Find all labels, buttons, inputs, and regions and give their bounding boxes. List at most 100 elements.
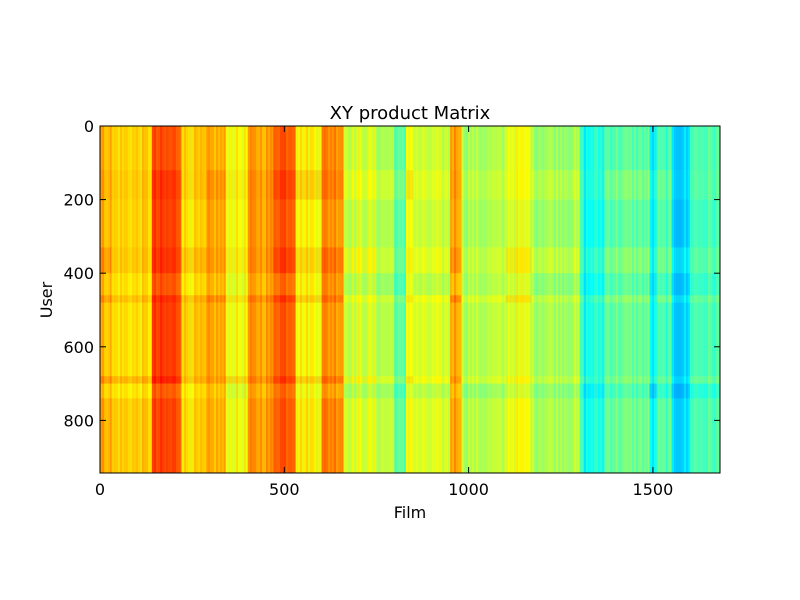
heatmap-cell (273, 247, 296, 274)
heatmap-streak (178, 126, 180, 473)
heatmap-cell (590, 295, 606, 303)
heatmap-cell (590, 383, 606, 399)
heatmap-cell (649, 273, 657, 296)
y-tick-label: 800 (63, 411, 94, 430)
heatmap-streak (534, 126, 536, 473)
heatmap-streak (218, 126, 220, 473)
heatmap-streak (712, 126, 714, 473)
heatmap-streak (684, 126, 686, 473)
heatmap-cell (111, 376, 152, 384)
heatmap-cell (273, 383, 296, 399)
heatmap-cell (376, 247, 396, 274)
heatmap-cell (100, 376, 112, 384)
heatmap-cell (321, 302, 344, 377)
y-tick-label: 400 (63, 264, 94, 283)
heatmap-cell (247, 398, 274, 474)
heatmap-streak (114, 126, 116, 473)
heatmap-streak (598, 126, 600, 473)
heatmap-cells (100, 126, 721, 474)
heatmap-cell (579, 302, 584, 377)
heatmap-cell (273, 273, 296, 296)
heatmap-streak (308, 126, 310, 473)
heatmap-cell (505, 170, 532, 200)
heatmap-streak (450, 126, 452, 473)
heatmap-cell (604, 199, 650, 248)
heatmap-streak (370, 126, 372, 473)
heatmap-streak (194, 126, 196, 473)
heatmap-cell (604, 247, 650, 274)
heatmap-cell (247, 383, 274, 399)
heatmap-cell (649, 170, 657, 200)
heatmap-streak (438, 126, 440, 473)
heatmap-streak (642, 126, 644, 473)
heatmap-cell (531, 376, 580, 384)
heatmap-cell (181, 383, 208, 399)
heatmap-cell (689, 170, 721, 200)
heatmap-streak (658, 126, 660, 473)
heatmap-streak (436, 126, 438, 473)
heatmap-cell (413, 273, 451, 296)
heatmap-streak (530, 126, 532, 473)
heatmap-streak (418, 126, 420, 473)
heatmap-streak (392, 126, 394, 473)
heatmap-cell (450, 398, 462, 474)
heatmap-cell (343, 295, 377, 303)
heatmap-cell (151, 398, 182, 474)
heatmap-streak (474, 126, 476, 473)
heatmap-streak (578, 126, 580, 473)
heatmap-streak (602, 126, 604, 473)
heatmap-streak (180, 126, 182, 473)
heatmap-cell (413, 199, 451, 248)
heatmap-streak (650, 126, 652, 473)
heatmap-cell (582, 383, 591, 399)
heatmap-streak (588, 126, 590, 473)
heatmap-streak (248, 126, 250, 473)
heatmap-cell (343, 273, 377, 296)
heatmap-cell (100, 295, 112, 303)
heatmap-cell (450, 247, 462, 274)
y-tick-label: 0 (84, 117, 94, 136)
heatmap-streak (318, 126, 320, 473)
heatmap-cell (450, 376, 462, 384)
heatmap-streak (290, 126, 292, 473)
heatmap-streak (366, 126, 368, 473)
heatmap-streak (170, 126, 172, 473)
heatmap-streak (212, 126, 214, 473)
heatmap-cell (579, 199, 584, 248)
heatmap-streak (564, 126, 566, 473)
heatmap-cell (111, 302, 152, 377)
heatmap-streak (614, 126, 616, 473)
heatmap-cell (689, 199, 721, 248)
heatmap-streak (448, 126, 450, 473)
heatmap-streak (524, 126, 526, 473)
heatmap-streak (222, 126, 224, 473)
heatmap-cell (582, 273, 591, 296)
heatmap-cell (405, 302, 414, 377)
heatmap-cell (649, 295, 657, 303)
heatmap-cell (247, 126, 274, 171)
heatmap-streak (204, 126, 206, 473)
heatmap-streak (282, 126, 284, 473)
heatmap-cell (343, 383, 377, 399)
heatmap-streak (508, 126, 510, 473)
heatmap-cell (413, 170, 451, 200)
heatmap-cell (376, 383, 396, 399)
heatmap-streak (266, 126, 268, 473)
heatmap-cell (394, 376, 407, 384)
heatmap-cell (649, 199, 657, 248)
heatmap-streak (644, 126, 646, 473)
heatmap-streak (338, 126, 340, 473)
heatmap-cell (531, 126, 580, 171)
heatmap-cell (295, 398, 322, 474)
heatmap-streak (556, 126, 558, 473)
heatmap-streak (686, 126, 688, 473)
heatmap-streak (518, 126, 520, 473)
heatmap-cell (376, 126, 396, 171)
heatmap-streak (298, 126, 300, 473)
heatmap-streak (406, 126, 408, 473)
heatmap-cell (394, 199, 407, 248)
heatmap-cell (649, 383, 657, 399)
heatmap-streak (182, 126, 184, 473)
heatmap-cell (394, 273, 407, 296)
heatmap-streak (548, 126, 550, 473)
